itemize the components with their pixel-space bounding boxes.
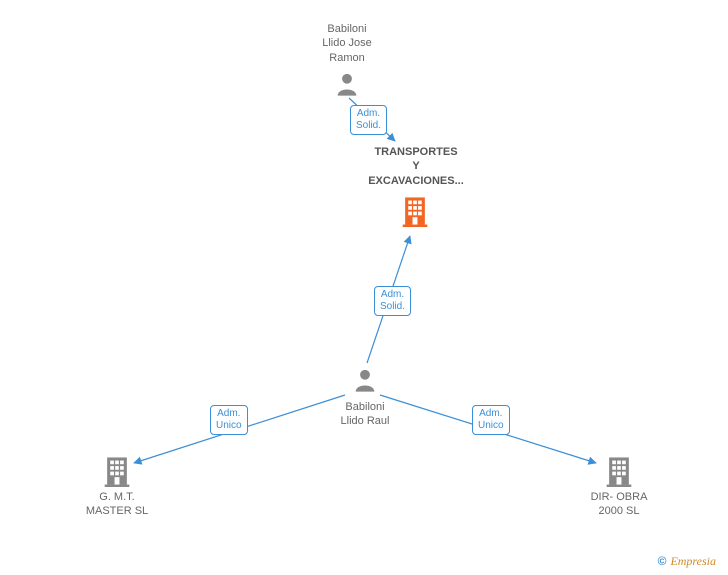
node-label: DIR- OBRA 2000 SL — [574, 490, 664, 519]
building-icon — [604, 455, 634, 487]
copyright-footer: ©Empresia — [658, 554, 716, 569]
person-node[interactable] — [333, 70, 361, 103]
building-icon — [400, 195, 430, 227]
edge-label: Adm. Unico — [210, 405, 248, 435]
building-node[interactable] — [400, 195, 430, 232]
person-icon — [333, 70, 361, 98]
node-label: G. M.T. MASTER SL — [72, 490, 162, 519]
node-label: Babiloni Llido Jose Ramon — [307, 22, 387, 65]
copyright-symbol: © — [658, 554, 667, 568]
edge-label: Adm. Solid. — [350, 105, 387, 135]
edge-label: Adm. Unico — [472, 405, 510, 435]
edge-label: Adm. Solid. — [374, 286, 411, 316]
node-label: Babiloni Llido Raul — [320, 400, 410, 429]
building-node[interactable] — [102, 455, 132, 492]
building-icon — [102, 455, 132, 487]
person-icon — [351, 366, 379, 394]
person-node[interactable] — [351, 366, 379, 399]
building-node[interactable] — [604, 455, 634, 492]
node-label: TRANSPORTES Y EXCAVACIONES... — [356, 145, 476, 188]
brand-name: Empresia — [670, 554, 716, 568]
